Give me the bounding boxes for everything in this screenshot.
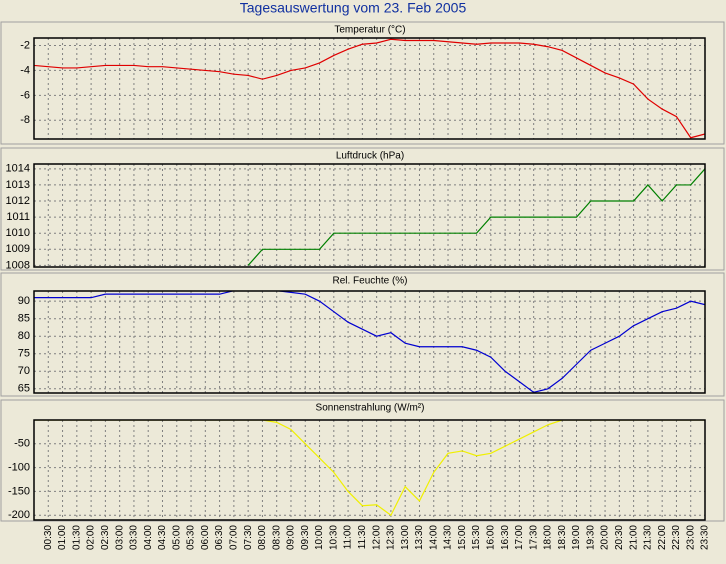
x-tick-label: 06:00 [200, 525, 211, 550]
x-tick-label: 21:30 [643, 525, 654, 550]
y-tick-label: -2 [20, 39, 30, 51]
x-tick-label: 10:00 [314, 525, 325, 550]
x-tick-label: 17:00 [514, 525, 525, 550]
y-tick-label: 70 [18, 365, 30, 377]
x-tick-label: 20:30 [614, 525, 625, 550]
x-tick-label: 19:30 [585, 525, 596, 550]
y-tick-label: -150 [8, 485, 30, 497]
x-tick-label: 14:00 [428, 525, 439, 550]
plot-border [33, 419, 706, 521]
x-tick-label: 03:30 [129, 525, 140, 550]
y-tick-label: 90 [18, 295, 30, 307]
x-tick-label: 01:30 [71, 525, 82, 550]
x-tick-label: 04:00 [143, 525, 154, 550]
x-tick-label: 12:00 [371, 525, 382, 550]
panel [0, 399, 725, 522]
x-tick-label: 15:30 [471, 525, 482, 550]
panel [0, 21, 725, 145]
panel [0, 272, 725, 397]
x-tick-label: 23:00 [685, 525, 696, 550]
line-series [34, 38, 705, 139]
y-tick-label: 1008 [6, 259, 30, 271]
x-tick-label: 07:00 [229, 525, 240, 550]
y-tick-label: 1010 [6, 227, 30, 239]
x-tick-label: 13:30 [414, 525, 425, 550]
x-tick-label: 18:30 [557, 525, 568, 550]
y-tick-label: 80 [18, 330, 30, 342]
x-tick-label: 08:00 [257, 525, 268, 550]
page-title: Tagesauswertung vom 23. Feb 2005 [240, 0, 467, 16]
plot-border [33, 163, 706, 268]
x-tick-label: 01:00 [57, 525, 68, 550]
x-tick-label: 16:00 [485, 525, 496, 550]
x-tick-label: 08:30 [271, 525, 282, 550]
x-tick-label: 05:00 [171, 525, 182, 550]
x-tick-label: 09:00 [286, 525, 297, 550]
x-tick-label: 00:30 [43, 525, 54, 550]
y-tick-label: -50 [14, 438, 30, 450]
x-tick-label: 17:30 [528, 525, 539, 550]
y-tick-label: 1009 [6, 243, 30, 255]
x-tick-label: 11:00 [343, 525, 354, 550]
x-tick-label: 19:00 [571, 525, 582, 550]
x-tick-label: 21:00 [628, 525, 639, 550]
line-series [34, 291, 705, 393]
chart-title: Sonnenstrahlung (W/m²) [316, 403, 425, 414]
y-tick-label: 1014 [6, 163, 30, 175]
x-tick-label: 12:30 [386, 525, 397, 550]
chart-title: Luftdruck (hPa) [336, 151, 404, 162]
y-tick-label: -4 [20, 64, 30, 76]
chart-title: Temperatur (°C) [334, 25, 405, 36]
x-tick-label: 16:30 [500, 525, 511, 550]
x-tick-label: 14:30 [443, 525, 454, 550]
y-tick-label: 85 [18, 313, 30, 325]
y-tick-label: -6 [20, 89, 30, 101]
chart-title: Rel. Feuchte (%) [332, 276, 407, 287]
x-tick-label: 02:30 [100, 525, 111, 550]
x-tick-label: 07:30 [243, 525, 254, 550]
plot-border [33, 37, 706, 140]
x-tick-label: 13:00 [400, 525, 411, 550]
y-tick-label: -8 [20, 114, 30, 126]
plot-area [33, 37, 706, 140]
plot-area [33, 163, 706, 268]
line-series [247, 168, 705, 266]
panel [0, 147, 725, 271]
x-tick-label: 04:30 [157, 525, 168, 550]
x-tick-label: 09:30 [300, 525, 311, 550]
x-tick-label: 10:30 [328, 525, 339, 550]
y-tick-label: 1013 [6, 179, 30, 191]
x-tick-label: 06:30 [214, 525, 225, 550]
y-tick-label: 65 [18, 383, 30, 395]
x-tick-label: 22:00 [657, 525, 668, 550]
x-tick-label: 03:00 [114, 525, 125, 550]
line-series [34, 420, 705, 517]
x-tick-label: 05:30 [186, 525, 197, 550]
x-tick-label: 22:30 [671, 525, 682, 550]
plot-border [33, 290, 706, 394]
y-tick-label: 75 [18, 348, 30, 360]
y-tick-label: 1012 [6, 195, 30, 207]
x-tick-label: 18:00 [543, 525, 554, 550]
y-tick-label: -100 [8, 462, 30, 474]
x-tick-label: 11:30 [357, 525, 368, 550]
x-tick-label: 20:00 [600, 525, 611, 550]
y-tick-label: 1011 [6, 211, 30, 223]
plot-area [33, 290, 706, 394]
x-tick-label: 15:00 [457, 525, 468, 550]
y-tick-label: -200 [8, 509, 30, 521]
x-tick-label: 02:00 [86, 525, 97, 550]
x-tick-label: 23:30 [700, 525, 711, 550]
